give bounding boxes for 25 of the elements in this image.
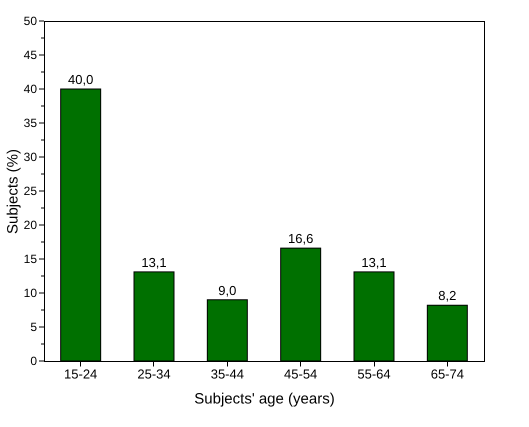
y-tick-label: 45 — [24, 48, 38, 62]
y-tick-label: 40 — [24, 82, 38, 96]
y-tick-label: 5 — [30, 320, 38, 334]
y-axis-title: Subjects (%) — [4, 148, 22, 234]
y-tick-label: 20 — [24, 218, 38, 232]
data-label: 16,6 — [288, 231, 314, 246]
y-tick-label: 35 — [24, 116, 38, 130]
data-label: 8,2 — [438, 288, 456, 304]
x-tick-label: 25-34 — [137, 366, 171, 382]
y-tick-label: 50 — [24, 14, 38, 28]
y-tick-label: 0 — [30, 354, 38, 368]
data-label: 9,0 — [218, 282, 236, 298]
y-tick-label: 10 — [24, 286, 38, 300]
data-label: 40,0 — [68, 72, 94, 87]
x-tick-label: 35-44 — [210, 366, 244, 382]
x-tick-label: 65-74 — [430, 366, 464, 382]
data-label: 13,1 — [361, 254, 387, 270]
y-tick-label: 30 — [24, 150, 38, 164]
x-tick-label: 55-64 — [357, 366, 391, 382]
x-axis-title: Subjects' age (years) — [194, 390, 335, 408]
x-tick-label: 45-54 — [284, 366, 318, 382]
data-label: 13,1 — [141, 254, 167, 270]
y-tick-label: 15 — [24, 252, 38, 266]
y-tick-label: 25 — [24, 184, 38, 198]
x-tick-label: 15-24 — [64, 366, 98, 382]
